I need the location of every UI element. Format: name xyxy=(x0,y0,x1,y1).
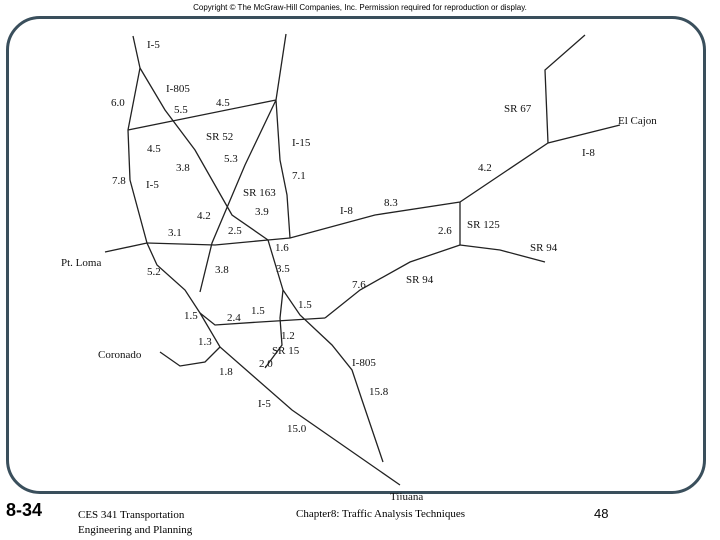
distance-label: 2.6 xyxy=(438,225,452,237)
distance-label: 1.5 xyxy=(184,310,198,322)
label-tijuana: Tijuana xyxy=(390,491,423,500)
label-sr52: SR 52 xyxy=(206,131,233,143)
slide-number: 8-34 xyxy=(6,500,43,520)
distance-label: 5.3 xyxy=(224,153,238,165)
label-el-cajon: El Cajon xyxy=(618,115,657,127)
label-sr67: SR 67 xyxy=(504,103,532,115)
label-i8-mid: I-8 xyxy=(340,205,353,217)
distance-label: 4.5 xyxy=(216,97,230,109)
distance-label: 4.2 xyxy=(197,210,211,222)
distance-label: 7.1 xyxy=(292,170,306,182)
distance-label: 6.0 xyxy=(111,97,125,109)
label-sr94: SR 94 xyxy=(406,274,434,286)
distance-label: 3.8 xyxy=(215,264,229,276)
distance-label: 4.2 xyxy=(478,162,492,174)
distance-label: 7.8 xyxy=(112,175,126,187)
distance-label: 2.0 xyxy=(259,358,273,370)
label-i8-east: I-8 xyxy=(582,147,595,159)
chapter-title: Chapter8: Traffic Analysis Techniques xyxy=(296,508,466,520)
road-i8 xyxy=(146,124,621,246)
distance-label: 1.6 xyxy=(275,242,289,254)
distance-label: 2.5 xyxy=(228,225,242,237)
course-line-1: CES 341 Transportation xyxy=(78,509,185,521)
distance-label: 2.4 xyxy=(227,312,241,324)
road-sr94 xyxy=(324,244,461,319)
road-sr94-east xyxy=(459,244,546,263)
label-coronado: Coronado xyxy=(98,349,142,361)
label-sr125: SR 125 xyxy=(467,219,500,231)
distance-label: 3.8 xyxy=(176,162,190,174)
label-i5-south: I-5 xyxy=(258,398,271,410)
distance-label: 1.2 xyxy=(281,330,295,342)
label-sr94-east: SR 94 xyxy=(530,242,558,254)
copyright-notice: Copyright © The McGraw-Hill Companies, I… xyxy=(193,3,527,12)
road-i15 xyxy=(275,33,291,239)
road-sr163 xyxy=(199,99,277,293)
road-i5-north xyxy=(127,35,401,486)
road-sr52 xyxy=(127,99,277,131)
label-i805-north: I-805 xyxy=(166,83,190,95)
distance-label: 1.5 xyxy=(251,305,265,317)
course-title: CES 341 Transportation Engineering and P… xyxy=(78,508,192,538)
road-sr67 xyxy=(544,34,586,144)
label-i15: I-15 xyxy=(292,137,311,149)
distance-label: 1.8 xyxy=(219,366,233,378)
distance-label: 5.2 xyxy=(147,266,161,278)
label-sr163: SR 163 xyxy=(243,187,276,199)
highway-network-map: I-5 I-805 SR 52 I-15 SR 163 I-5 Pt. Loma… xyxy=(61,33,657,500)
road-sr15 xyxy=(264,289,284,369)
label-sr15: SR 15 xyxy=(272,345,300,357)
distance-label: 1.5 xyxy=(298,299,312,311)
label-i5-west: I-5 xyxy=(146,179,159,191)
distance-label: 15.8 xyxy=(369,386,389,398)
course-line-2: Engineering and Planning xyxy=(78,524,193,536)
slide-frame xyxy=(6,16,706,494)
distance-label: 7.6 xyxy=(352,279,366,291)
distance-label: 8.3 xyxy=(384,197,398,209)
road-coronado xyxy=(159,346,221,367)
distance-label: 15.0 xyxy=(287,423,307,435)
road-crosstown xyxy=(199,312,326,326)
page-number: 48 xyxy=(594,506,609,521)
distance-label: 3.9 xyxy=(255,206,269,218)
distance-label: 5.5 xyxy=(174,104,188,116)
road-pt-loma xyxy=(104,242,148,253)
distance-label: 1.3 xyxy=(198,336,212,348)
distance-label: 3.5 xyxy=(276,263,290,275)
label-i805-south: I-805 xyxy=(352,357,376,369)
label-i5-north: I-5 xyxy=(147,39,160,51)
distance-label: 3.1 xyxy=(168,227,182,239)
distance-label: 4.5 xyxy=(147,143,161,155)
label-pt-loma: Pt. Loma xyxy=(61,257,101,269)
